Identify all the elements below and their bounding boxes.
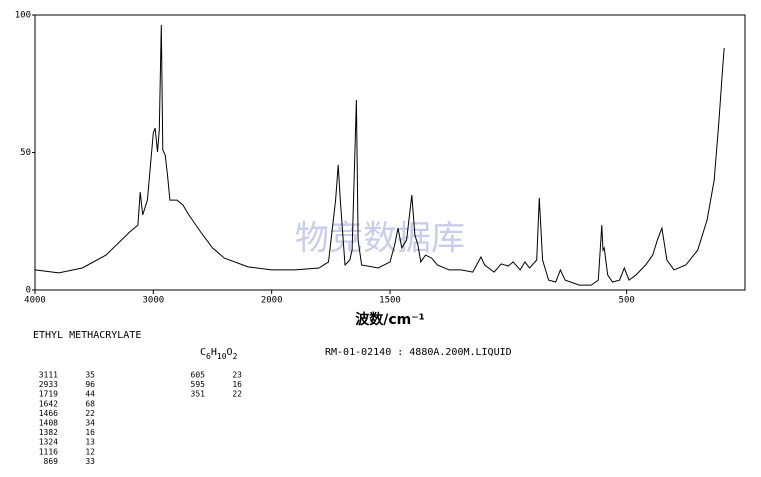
spectrum-line [34,24,725,286]
x-axis-label: 波数/cm⁻¹ [355,311,425,328]
peak-intensity: 12 [85,447,95,456]
peak-intensity: 96 [85,380,95,389]
x-tick-label: 1500 [379,296,401,306]
y-tick-label: 100 [15,11,31,21]
formula: C6H10O2 [200,347,238,361]
peak-wavenumber: 1642 [39,399,58,408]
chart-title: ETHYL METHACRYLATE [33,330,141,341]
peak-wavenumber: 1408 [39,419,58,428]
x-tick-label: 500 [619,296,635,306]
x-tick-label: 3000 [142,296,164,306]
formula-part: 10 [217,352,227,361]
peak-wavenumber: 2933 [39,380,58,389]
formula-part: H [211,347,217,358]
peak-intensity: 22 [232,390,242,399]
peak-wavenumber: 595 [191,380,206,389]
peak-wavenumber: 1116 [39,447,58,456]
peak-intensity: 22 [85,409,95,418]
peak-wavenumber: 1382 [39,428,58,437]
x-tick-label: 4000 [24,296,46,306]
peak-wavenumber: 1324 [39,438,58,447]
peak-wavenumber: 1466 [39,409,58,418]
peak-wavenumber: 605 [191,371,206,380]
formula-part: C [200,347,206,358]
peak-wavenumber: 3111 [39,371,58,380]
peak-wavenumber: 869 [44,457,59,466]
peak-intensity: 23 [232,371,242,380]
peak-intensity: 34 [85,419,95,428]
y-tick-label: 50 [20,148,31,158]
formula-part: O [227,347,233,358]
watermark: 物竞数据库 [295,219,465,259]
formula-part: 2 [233,352,238,361]
peak-intensity: 35 [85,371,95,380]
subtitle: RM-01-02140 : 4880A.200M.LIQUID [325,347,512,358]
peak-wavenumber: 351 [191,390,206,399]
peak-intensity: 33 [85,457,95,466]
x-tick-label: 2000 [261,296,283,306]
peak-intensity: 16 [85,428,95,437]
peak-intensity: 16 [232,380,242,389]
peak-intensity: 13 [85,438,95,447]
peak-wavenumber: 1719 [39,390,58,399]
peak-intensity: 68 [85,399,95,408]
formula-part: 6 [206,352,211,361]
y-tick-label: 0 [26,286,31,296]
peak-intensity: 44 [85,390,95,399]
